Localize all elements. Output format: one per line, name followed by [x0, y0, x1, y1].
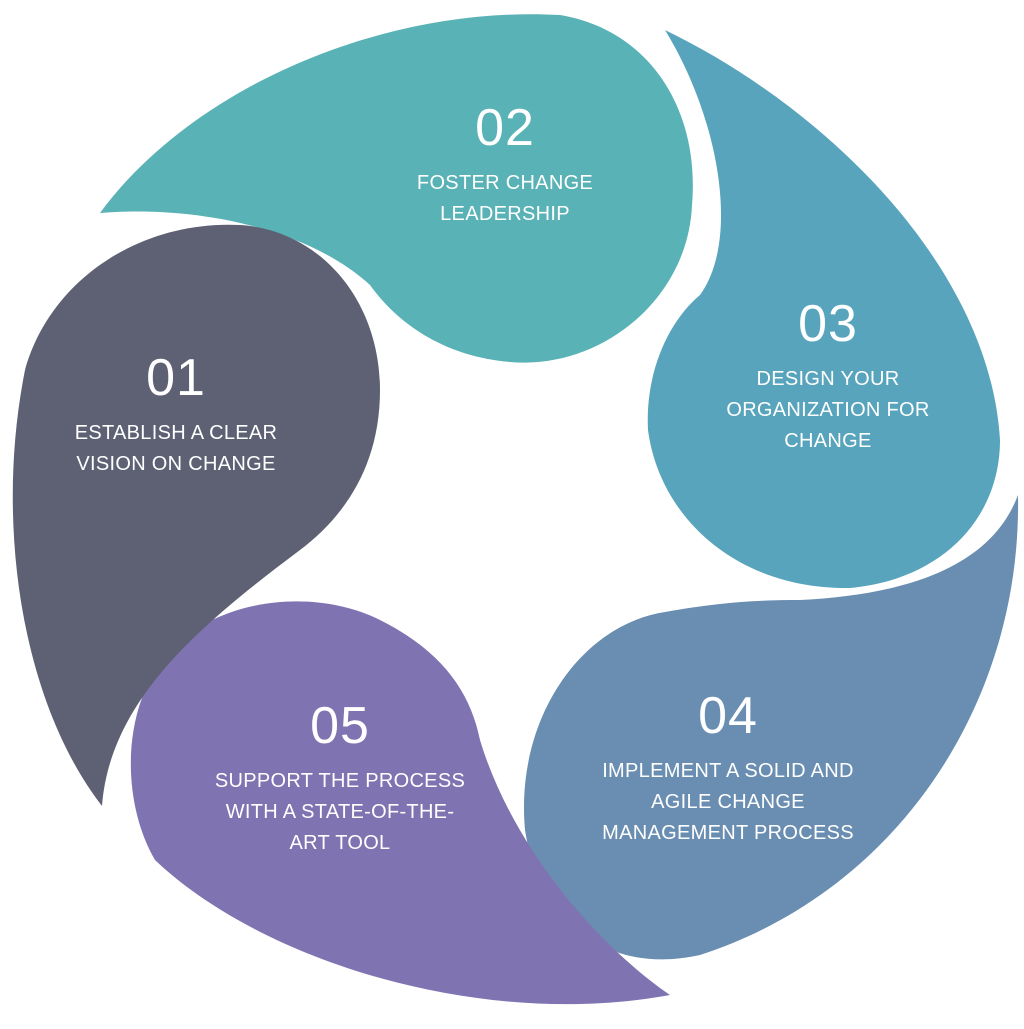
step-02-text-line-1: FOSTER CHANGE: [416, 172, 594, 194]
step-01-text: ESTABLISH A CLEAR VISION ON CHANGE: [75, 418, 278, 480]
step-04-text-line-1: IMPLEMENT A SOLID AND: [602, 760, 854, 782]
segment-01-shape: [12, 224, 380, 806]
step-05-text-line-1: SUPPORT THE PROCESS: [214, 770, 466, 792]
segment-03-shape: [647, 30, 1000, 589]
step-02-label: 02 FOSTER CHANGE LEADERSHIP: [417, 100, 593, 230]
segment-04-shape: [523, 495, 1019, 960]
step-03-text-line-2: ORGANIZATION FOR: [726, 399, 930, 421]
step-05-label: 05 SUPPORT THE PROCESS WITH A STATE-OF-T…: [215, 698, 465, 859]
step-03-text-line-3: CHANGE: [784, 430, 872, 452]
step-03-label: 03 DESIGN YOUR ORGANIZATION FOR CHANGE: [726, 296, 929, 457]
step-04-label: 04 IMPLEMENT A SOLID AND AGILE CHANGE MA…: [602, 688, 854, 849]
step-02-text: FOSTER CHANGE LEADERSHIP: [417, 168, 593, 230]
step-04-text-line-3: MANAGEMENT PROCESS: [602, 822, 854, 844]
step-02-number: 02: [475, 99, 535, 157]
step-01-number: 01: [146, 349, 206, 407]
step-01-label: 01 ESTABLISH A CLEAR VISION ON CHANGE: [75, 350, 278, 480]
step-03-text-line-1: DESIGN YOUR: [756, 368, 900, 390]
step-04-text-line-2: AGILE CHANGE: [651, 791, 805, 813]
step-03-number: 03: [798, 295, 858, 353]
step-04-text: IMPLEMENT A SOLID AND AGILE CHANGE MANAG…: [602, 756, 854, 849]
step-05-number: 05: [310, 697, 370, 755]
step-04-number: 04: [698, 687, 758, 745]
step-01-text-line-1: ESTABLISH A CLEAR: [74, 422, 278, 444]
step-03-text: DESIGN YOUR ORGANIZATION FOR CHANGE: [726, 364, 929, 457]
step-05-text-line-3: ART TOOL: [289, 832, 391, 854]
step-01-text-line-2: VISION ON CHANGE: [76, 453, 276, 475]
segment-02-shape: [100, 14, 693, 363]
step-05-text: SUPPORT THE PROCESS WITH A STATE-OF-THE-…: [215, 766, 465, 859]
step-02-text-line-2: LEADERSHIP: [440, 203, 570, 225]
segment-05-shape: [130, 601, 670, 1005]
step-05-text-line-2: WITH A STATE-OF-THE-: [225, 801, 455, 823]
